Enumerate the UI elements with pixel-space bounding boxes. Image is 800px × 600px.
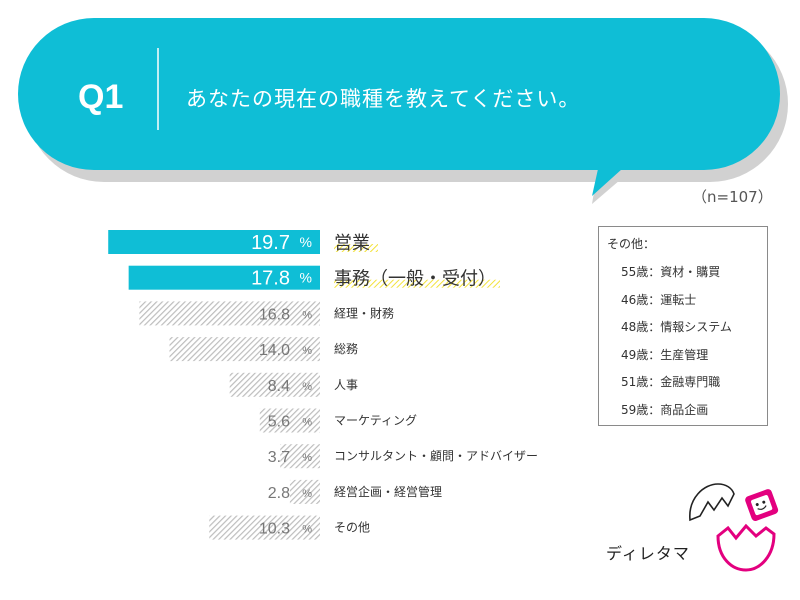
value-label-8: 10.3 bbox=[259, 521, 290, 538]
brand-logo-text: ディレタマ bbox=[606, 544, 690, 563]
category-label-8: その他 bbox=[334, 521, 370, 535]
category-label-0: 営業 bbox=[334, 233, 370, 254]
question-text: あなたの現在の職種を教えてください。 bbox=[186, 87, 581, 111]
unit-label-6: % bbox=[302, 452, 312, 464]
bar-2 bbox=[139, 301, 320, 326]
unit-label-1: % bbox=[300, 270, 312, 286]
highlight-underline-1 bbox=[334, 279, 500, 288]
other-item: 51歳：金融専門職 bbox=[621, 375, 721, 389]
value-label-0: 19.7 bbox=[251, 232, 290, 254]
unit-label-4: % bbox=[302, 381, 312, 393]
unit-label-3: % bbox=[302, 345, 312, 357]
other-details-title: その他： bbox=[607, 237, 656, 251]
question-bubble bbox=[18, 18, 788, 204]
question-number: Q1 bbox=[78, 78, 124, 116]
bar-0 bbox=[108, 230, 320, 254]
value-label-2: 16.8 bbox=[259, 306, 290, 323]
bar-3 bbox=[169, 337, 320, 362]
category-label-7: 経営企画・経営管理 bbox=[334, 484, 442, 499]
category-label-5: マーケティング bbox=[334, 414, 417, 428]
other-item: 48歳：情報システム bbox=[621, 320, 732, 334]
category-label-2: 経理・財務 bbox=[334, 305, 394, 320]
bar-6 bbox=[280, 444, 320, 469]
category-label-1: 事務（一般・受付） bbox=[334, 269, 496, 290]
highlight-underline-0 bbox=[334, 244, 378, 252]
unit-label-2: % bbox=[302, 309, 312, 321]
bar-1 bbox=[128, 265, 320, 290]
unit-label-8: % bbox=[302, 524, 312, 536]
bar-8 bbox=[209, 515, 320, 540]
bar-7 bbox=[289, 479, 320, 504]
unit-label-0: % bbox=[300, 234, 312, 250]
unit-label-7: % bbox=[302, 488, 312, 500]
bar-4 bbox=[229, 372, 320, 397]
sample-size: （n=107） bbox=[692, 188, 773, 206]
value-label-3: 14.0 bbox=[259, 342, 290, 359]
category-label-6: コンサルタント・顧問・アドバイザー bbox=[334, 448, 538, 463]
category-label-3: 総務 bbox=[334, 342, 358, 356]
value-label-6: 3.7 bbox=[268, 449, 290, 466]
bar-chart: 19.7% 営業 17.8% 事務（一般・受付） 16.8% 経理・財務 14.0% 総務 8.… bbox=[108, 230, 538, 540]
value-label-7: 2.8 bbox=[268, 485, 290, 502]
value-label-1: 17.8 bbox=[251, 268, 290, 290]
other-item: 46歳：運転士 bbox=[621, 292, 697, 307]
bar-5 bbox=[259, 408, 320, 433]
value-label-5: 5.6 bbox=[268, 414, 290, 431]
other-item: 59歳：商品企画 bbox=[621, 402, 709, 417]
category-label-4: 人事 bbox=[334, 378, 358, 392]
other-details-box: その他： 55歳：資材・購買 46歳：運転士 48歳：情報システム 49歳：生産管理 5… bbox=[598, 226, 768, 426]
unit-label-5: % bbox=[302, 417, 312, 429]
other-item: 49歳：生産管理 bbox=[621, 347, 709, 362]
other-item: 55歳：資材・購買 bbox=[621, 265, 721, 279]
egg-logo-icon bbox=[689, 483, 779, 572]
value-label-4: 8.4 bbox=[268, 378, 290, 395]
